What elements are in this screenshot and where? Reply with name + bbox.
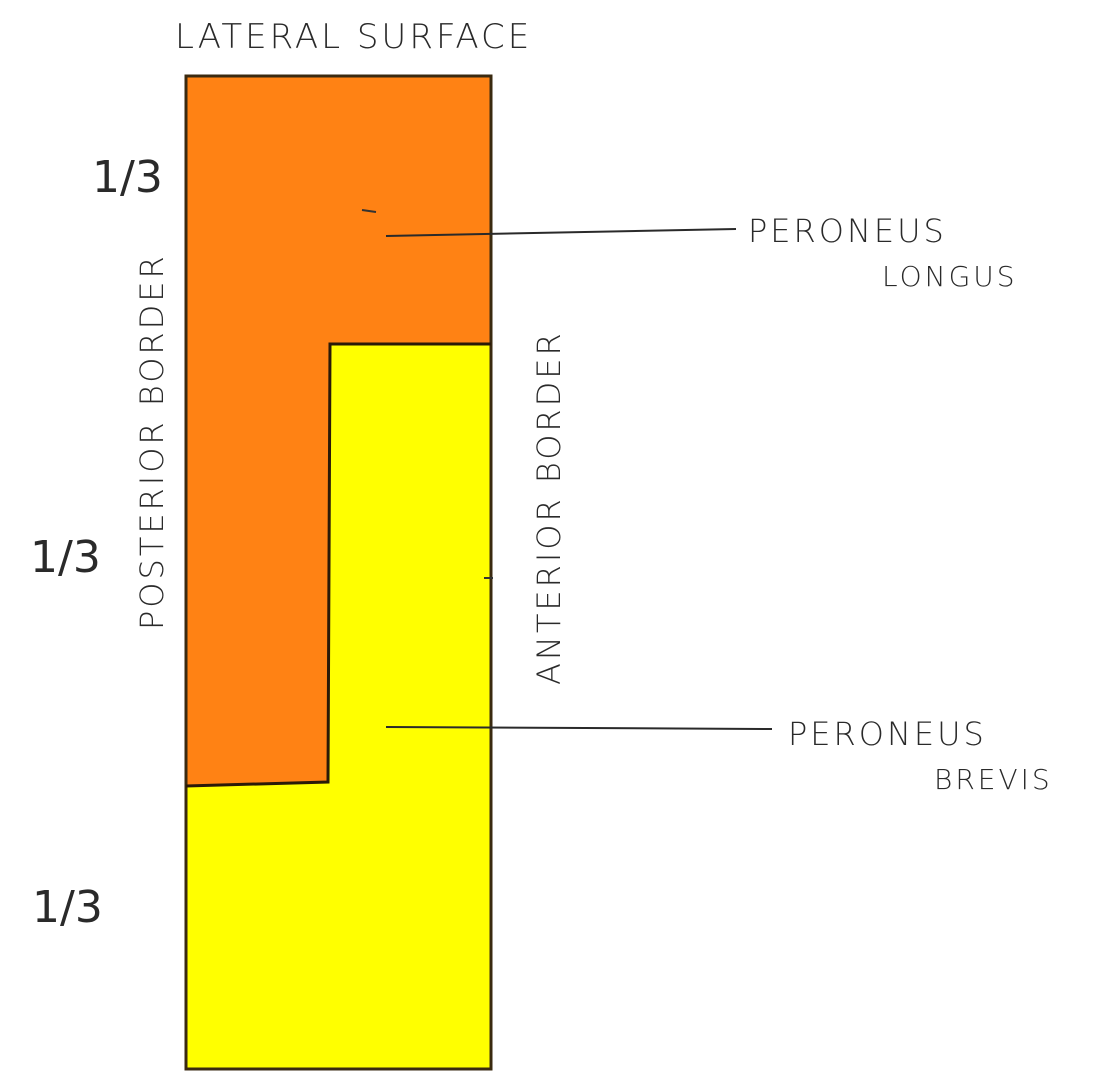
longus-label-line2: LONGUS <box>882 260 1018 293</box>
fraction-middle: 1/3 <box>30 532 101 583</box>
fraction-bottom: 1/3 <box>32 882 103 933</box>
longus-label-line1: PERONEUS <box>748 212 947 250</box>
diagram-title: LATERAL SURFACE <box>175 17 532 57</box>
anterior-border-label: ANTERIOR BORDER <box>530 330 568 685</box>
brevis-label-line2: BREVIS <box>934 763 1053 796</box>
longus-brevis-boundary <box>185 342 491 788</box>
fraction-top: 1/3 <box>92 152 163 203</box>
posterior-border-label: POSTERIOR BORDER <box>133 253 171 630</box>
longus-leader-line <box>385 228 737 237</box>
lateral-surface-outline <box>184 74 493 1071</box>
brevis-leader-line <box>385 726 773 730</box>
peroneus-longus-region <box>186 76 491 786</box>
stray-mark <box>361 209 377 213</box>
brevis-label-line1: PERONEUS <box>788 715 987 753</box>
